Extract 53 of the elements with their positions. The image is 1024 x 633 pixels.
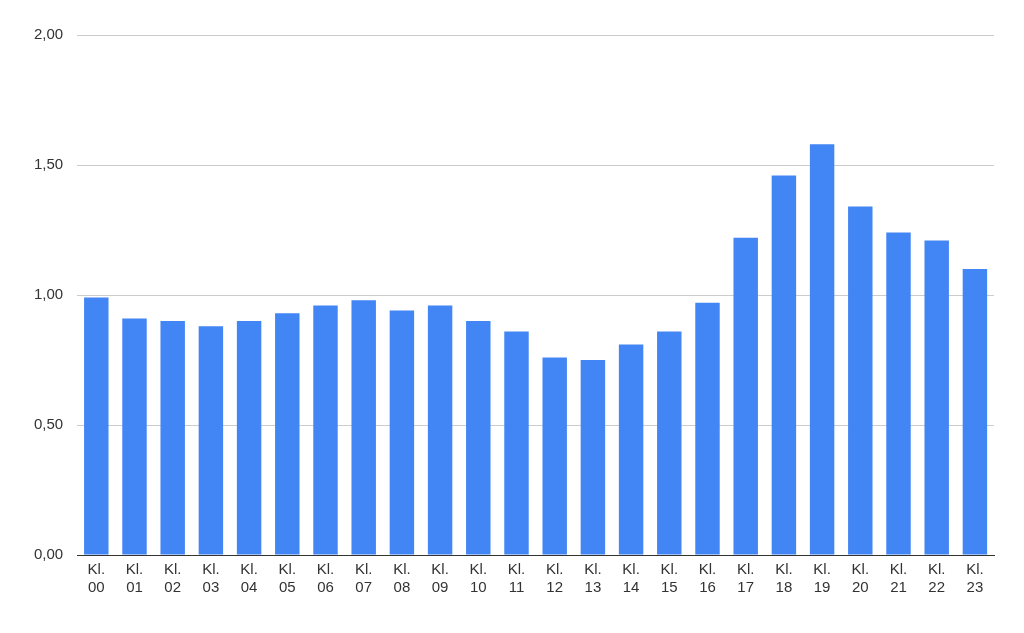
x-tick-label: Kl. 16 [698, 560, 717, 596]
bar [351, 300, 376, 555]
bar [427, 305, 453, 555]
x-tick-label: Kl. 13 [584, 560, 602, 596]
x-tick-label: Kl. 12 [545, 560, 564, 596]
x-tick-label: Kl. 20 [851, 560, 870, 596]
x-tick-label: Kl. 15 [660, 560, 679, 596]
bar [160, 321, 185, 555]
x-tick-label: Kl. 19 [813, 560, 831, 596]
bar [313, 305, 338, 555]
bar [848, 206, 873, 555]
x-tick-label: Kl. 00 [87, 560, 106, 596]
bar [236, 321, 262, 555]
x-tick-label: Kl. 23 [966, 560, 984, 596]
x-tick-label: Kl. 03 [202, 560, 220, 596]
bar [771, 175, 797, 555]
bar [886, 232, 911, 555]
bar [275, 313, 300, 555]
x-tick-label: Kl. 06 [316, 560, 335, 596]
bar [542, 357, 567, 555]
bar [657, 331, 682, 555]
bar [695, 302, 720, 555]
y-tick-label: 0,50 [33, 415, 64, 433]
bar [122, 318, 147, 555]
y-tick-label: 2,00 [33, 25, 64, 43]
x-tick-label: Kl. 22 [927, 560, 946, 596]
bar [466, 321, 491, 555]
bar [580, 360, 606, 555]
y-tick-label: 0,00 [33, 545, 64, 563]
x-tick-label: Kl. 05 [278, 560, 297, 596]
x-tick-label: Kl. 21 [889, 560, 908, 596]
x-tick-label: Kl. 18 [775, 560, 793, 596]
bar [198, 326, 224, 555]
x-tick-label: Kl. 02 [163, 560, 182, 596]
x-tick-label: Kl. 10 [469, 560, 488, 596]
bar [962, 269, 988, 555]
bar [924, 240, 949, 555]
bar [504, 331, 529, 555]
x-tick-label: Kl. 08 [393, 560, 411, 596]
x-tick-label: Kl. 07 [354, 560, 373, 596]
y-tick-label: 1,50 [33, 155, 64, 173]
x-tick-label: Kl. 11 [507, 560, 526, 596]
bar [84, 297, 109, 555]
x-tick-label: Kl. 09 [431, 560, 449, 596]
bar [809, 144, 835, 555]
x-tick-label: Kl. 01 [125, 560, 144, 596]
bar [733, 237, 758, 555]
x-tick-label: Kl. 14 [622, 560, 640, 596]
bar [389, 310, 415, 555]
y-tick-label: 1,00 [33, 285, 64, 303]
x-tick-label: Kl. 17 [736, 560, 755, 596]
x-tick-label: Kl. 04 [240, 560, 258, 596]
bar [618, 344, 644, 555]
